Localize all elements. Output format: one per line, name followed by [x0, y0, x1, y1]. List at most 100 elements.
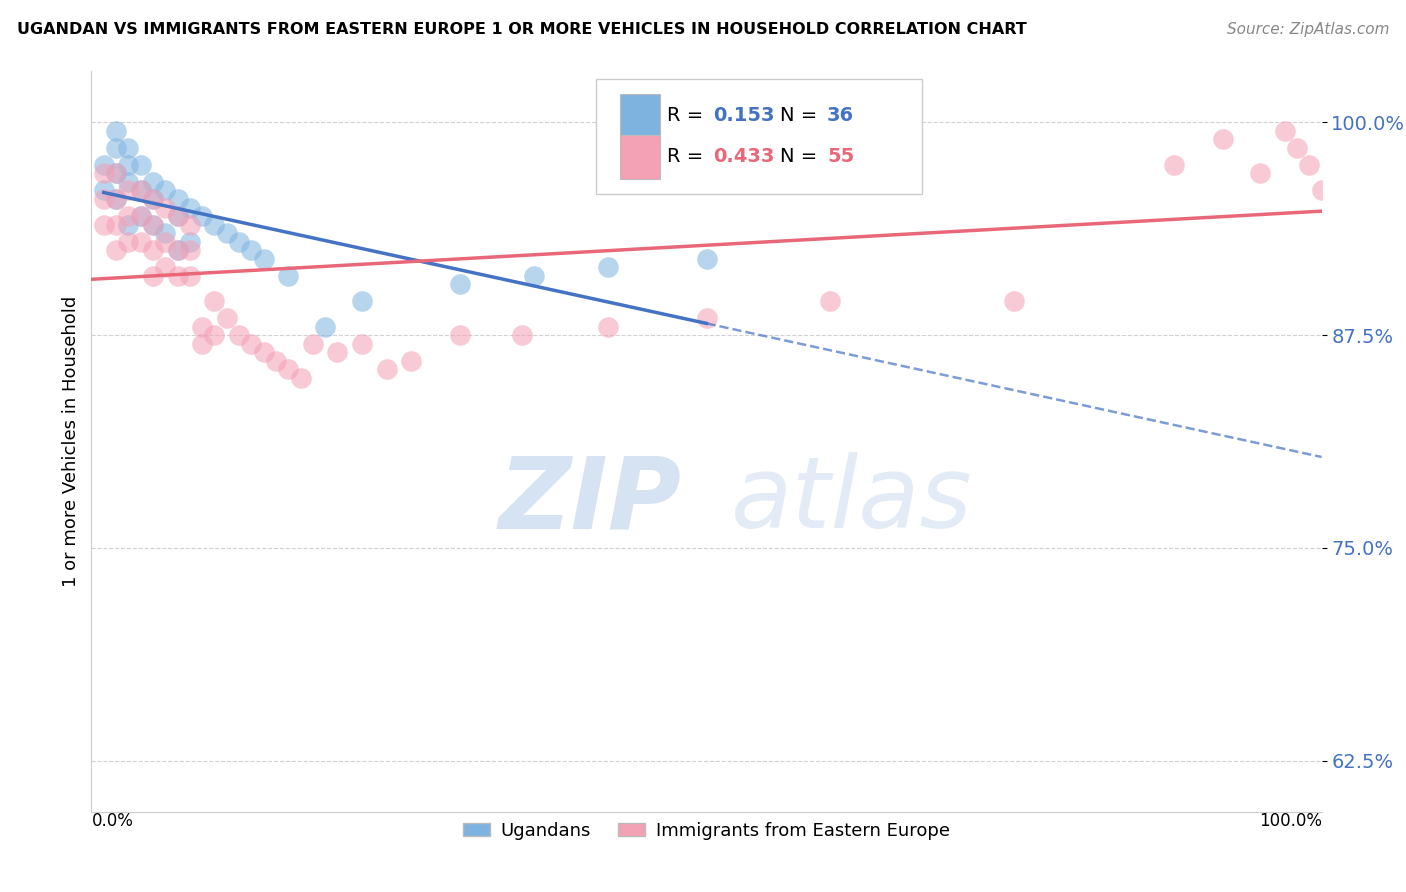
Point [93, 166, 115, 180]
Point [142, 192, 165, 206]
Point [253, 252, 276, 266]
Point [202, 328, 225, 343]
Text: R =: R = [666, 147, 710, 166]
Text: 100.0%: 100.0% [1258, 812, 1322, 830]
Point [1249, 166, 1271, 180]
Text: 55: 55 [827, 147, 855, 166]
FancyBboxPatch shape [620, 94, 659, 137]
Point [179, 268, 201, 283]
FancyBboxPatch shape [596, 78, 922, 194]
Point [818, 294, 841, 309]
Point [93, 218, 115, 232]
Point [202, 218, 225, 232]
Point [191, 209, 214, 223]
Point [510, 328, 533, 343]
Point [105, 192, 127, 206]
Point [215, 311, 238, 326]
Point [191, 319, 214, 334]
FancyBboxPatch shape [620, 135, 659, 178]
Point [290, 370, 312, 384]
Text: ZIP: ZIP [499, 452, 682, 549]
Text: 0.0%: 0.0% [91, 812, 134, 830]
Point [93, 158, 115, 172]
Point [117, 184, 139, 198]
Point [352, 336, 374, 351]
Point [93, 192, 115, 206]
Point [166, 209, 188, 223]
Point [117, 175, 139, 189]
Point [228, 328, 250, 343]
Point [179, 201, 201, 215]
Point [228, 235, 250, 249]
Point [301, 336, 323, 351]
Point [1002, 294, 1025, 309]
Point [166, 209, 188, 223]
Point [142, 243, 165, 257]
Point [166, 243, 188, 257]
Point [1298, 158, 1320, 172]
Point [277, 362, 299, 376]
Point [277, 268, 299, 283]
Point [215, 226, 238, 240]
Point [326, 345, 349, 359]
Point [105, 166, 127, 180]
Point [314, 319, 336, 334]
Point [142, 218, 165, 232]
Point [253, 345, 276, 359]
Point [105, 243, 127, 257]
Point [153, 184, 177, 198]
Text: 0.433: 0.433 [713, 147, 775, 166]
Point [596, 319, 619, 334]
Point [375, 362, 398, 376]
Point [449, 328, 471, 343]
Point [117, 235, 139, 249]
Point [129, 209, 152, 223]
Point [449, 277, 471, 292]
Point [166, 192, 188, 206]
Point [191, 336, 214, 351]
Text: 36: 36 [827, 105, 855, 125]
Point [129, 235, 152, 249]
Point [179, 243, 201, 257]
Legend: Ugandans, Immigrants from Eastern Europe: Ugandans, Immigrants from Eastern Europe [456, 814, 957, 847]
Point [142, 218, 165, 232]
Text: Source: ZipAtlas.com: Source: ZipAtlas.com [1226, 22, 1389, 37]
Point [105, 141, 127, 155]
Point [117, 209, 139, 223]
Point [166, 268, 188, 283]
Text: atlas: atlas [731, 452, 973, 549]
Point [153, 226, 177, 240]
Point [240, 336, 263, 351]
Point [93, 184, 115, 198]
Point [179, 218, 201, 232]
Text: 0.153: 0.153 [713, 105, 775, 125]
Point [240, 243, 263, 257]
Point [695, 252, 717, 266]
Point [596, 260, 619, 274]
Point [129, 158, 152, 172]
Point [523, 268, 546, 283]
Point [129, 184, 152, 198]
Point [129, 184, 152, 198]
Point [153, 260, 177, 274]
Point [153, 235, 177, 249]
Point [1212, 132, 1234, 146]
Point [142, 175, 165, 189]
Point [352, 294, 374, 309]
Point [153, 201, 177, 215]
Point [117, 158, 139, 172]
Point [105, 218, 127, 232]
Point [1310, 184, 1333, 198]
Point [105, 166, 127, 180]
Point [264, 353, 287, 368]
Text: N =: N = [780, 105, 824, 125]
Point [142, 192, 165, 206]
Point [105, 124, 127, 138]
Y-axis label: 1 or more Vehicles in Household: 1 or more Vehicles in Household [62, 296, 80, 587]
Point [166, 243, 188, 257]
Point [202, 294, 225, 309]
Point [117, 141, 139, 155]
Point [129, 209, 152, 223]
Point [399, 353, 422, 368]
Text: N =: N = [780, 147, 824, 166]
